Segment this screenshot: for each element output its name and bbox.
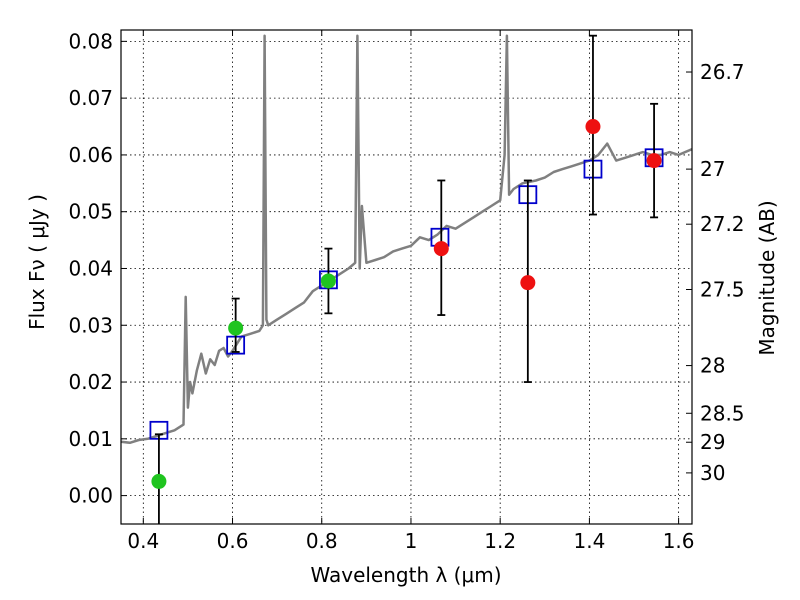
grid	[121, 30, 692, 524]
y2-tick-label: 28	[700, 354, 725, 378]
observed-flux-point	[228, 320, 244, 336]
x-tick-label: 0.6	[217, 529, 249, 553]
plot-content	[121, 34, 692, 524]
x-tick-label: 1.6	[663, 529, 695, 553]
y-tick-label: 0.05	[68, 200, 113, 224]
y2-tick-label: 26.7	[700, 60, 745, 84]
observed-flux-point	[520, 275, 536, 291]
x-tick-label: 1.4	[573, 529, 605, 553]
y-axis-label: Flux Fν ( μJy )	[25, 194, 49, 330]
y-tick-label: 0.08	[68, 29, 113, 53]
x-tick-label: 1	[405, 529, 418, 553]
y2-tick-label: 27.2	[700, 212, 745, 236]
ticks: 0.4 0.6 0.8 1 1.2 1.4 1.6 0.00 0.01 0.02 0.03 0.04 0…	[68, 29, 744, 553]
x-tick-label: 1.2	[484, 529, 516, 553]
y-tick-label: 0.01	[68, 427, 113, 451]
y2-tick-label: 29	[700, 430, 725, 454]
y-tick-label: 0.00	[68, 484, 113, 508]
y2-tick-label: 28.5	[700, 401, 745, 425]
observed-flux-point	[433, 241, 449, 257]
x-axis-label: Wavelength λ (μm)	[310, 563, 501, 587]
y-tick-label: 0.06	[68, 143, 113, 167]
observed-flux-point	[151, 473, 167, 489]
spectrum-line	[121, 34, 692, 445]
axes-frame	[120, 29, 693, 525]
y-tick-label: 0.04	[68, 256, 113, 280]
x-tick-label: 0.8	[306, 529, 338, 553]
y-tick-label: 0.03	[68, 313, 113, 337]
observed-flux-point	[585, 119, 601, 135]
observed-flux-point	[646, 153, 662, 169]
y2-tick-label: 30	[700, 461, 725, 485]
x-tick-label: 0.4	[127, 529, 159, 553]
observed-flux-point	[320, 273, 336, 289]
right-y-axis-label: Magnitude (AB)	[755, 200, 779, 355]
y2-tick-label: 27	[700, 157, 725, 181]
y2-tick-label: 27.5	[700, 277, 745, 301]
y-tick-label: 0.02	[68, 370, 113, 394]
plot-area	[121, 34, 692, 524]
y-tick-label: 0.07	[68, 86, 113, 110]
